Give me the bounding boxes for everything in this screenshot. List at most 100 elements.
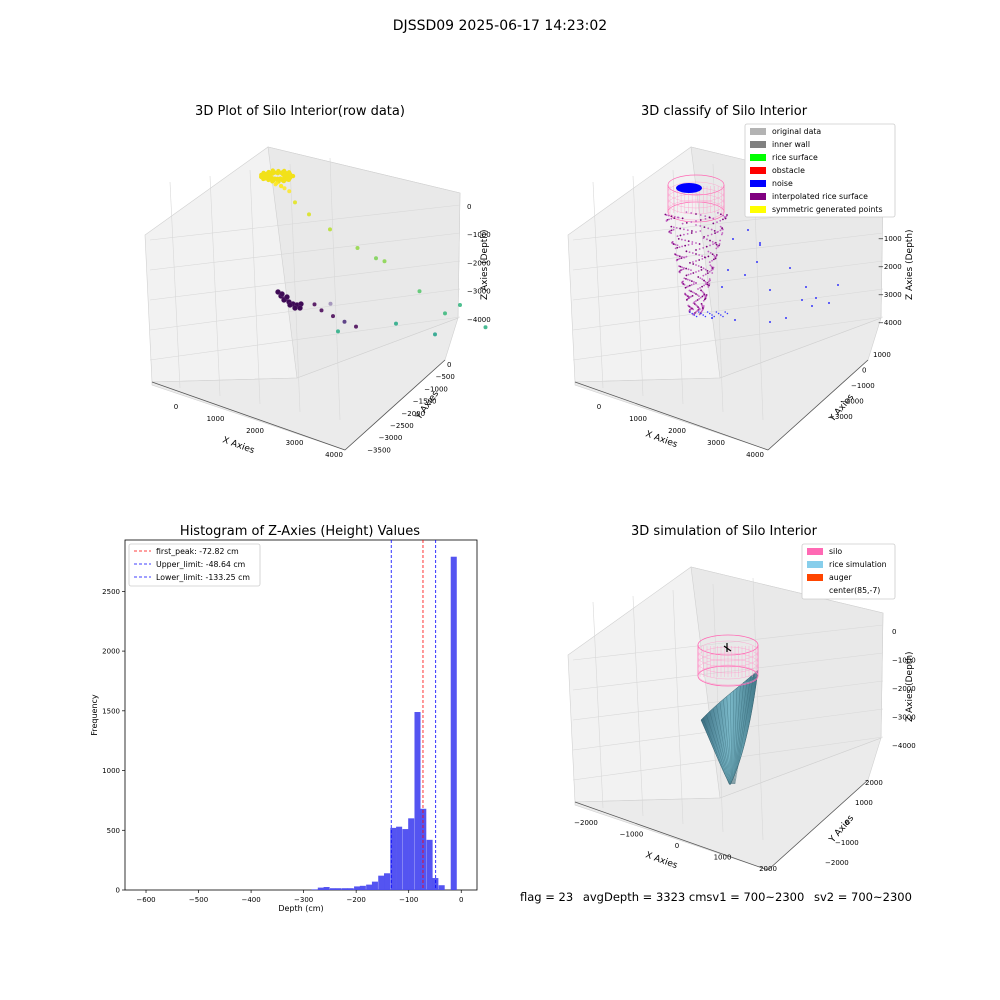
y-tick-label: 1000: [855, 799, 873, 807]
interp-point: [685, 255, 688, 258]
interp-point: [704, 280, 707, 283]
scatter-point: [275, 176, 280, 181]
interp-point: [704, 217, 707, 220]
scatter-point: [284, 177, 290, 182]
interp-point: [690, 290, 692, 293]
interp-point: [665, 214, 668, 216]
interp-point: [707, 255, 710, 258]
x-tick-label: −300: [294, 896, 313, 904]
legend-label: obstacle: [772, 166, 805, 175]
interp-point: [712, 217, 715, 220]
x-tick-label: 2000: [668, 427, 686, 435]
x-tick-label: −1000: [620, 831, 644, 839]
raw-3d-points: [259, 168, 488, 337]
x-tick-label: 0: [459, 896, 463, 904]
interp-point: [698, 259, 701, 261]
rice-mesh-line: [726, 696, 732, 785]
noise-point: [747, 229, 749, 231]
grid-line: [289, 163, 301, 413]
interp-point: [698, 308, 701, 311]
scatter-point: [287, 302, 293, 308]
x-tick-label: 1000: [714, 854, 732, 862]
noise-point: [695, 315, 698, 318]
avg-depth-text: avgDepth = 3323 cmsv1 = 700~2300: [582, 890, 805, 904]
interp-point: [679, 234, 682, 237]
interp-point: [700, 289, 702, 292]
interp-point: [687, 268, 690, 271]
grid-line: [149, 260, 461, 301]
interp-point: [699, 219, 702, 221]
interp-point: [702, 237, 705, 240]
interp-point: [670, 215, 673, 218]
interp-point: [687, 285, 690, 288]
interp-point: [709, 279, 711, 282]
grid-line: [752, 577, 764, 841]
interp-point: [713, 229, 716, 232]
y-tick-label: 1500: [102, 707, 120, 715]
interp-point: [688, 295, 691, 298]
noise-point: [715, 311, 718, 313]
grid-line: [329, 157, 341, 421]
scatter-point: [267, 177, 272, 182]
interp-point: [700, 268, 703, 271]
y-tick-label: 0: [116, 887, 120, 895]
legend-label: original data: [772, 127, 821, 136]
interp-point: [695, 231, 697, 233]
rice-mesh-line: [734, 672, 755, 785]
legend-swatch: [750, 128, 766, 135]
interp-point: [711, 268, 714, 271]
interp-point: [685, 250, 688, 253]
interp-point: [693, 292, 696, 294]
grid-line: [592, 181, 604, 389]
interp-point: [709, 244, 711, 247]
legend-swatch: [807, 561, 823, 568]
noise-point: [698, 311, 700, 313]
x-axis-line: [574, 381, 769, 451]
grid-line: [632, 595, 644, 817]
z-tick-label: −2000: [467, 259, 491, 267]
scatter-point: [259, 174, 264, 180]
interp-point: [719, 213, 722, 216]
interp-point: [695, 253, 697, 255]
interp-point: [681, 245, 684, 248]
histogram-bar: [438, 885, 445, 890]
rice-mesh-line: [719, 702, 732, 785]
interp-point: [700, 266, 703, 269]
histogram-bar: [323, 887, 330, 890]
noise-point: [805, 286, 807, 288]
interp-point: [726, 214, 728, 216]
interp-point: [670, 232, 673, 234]
silo-wireframe-top: [667, 174, 725, 223]
interpolated-rice-surface: [664, 211, 728, 316]
scatter-point: [282, 186, 287, 191]
interp-point: [676, 246, 679, 249]
interp-point: [696, 294, 699, 296]
interp-point: [702, 299, 705, 302]
histogram-x-ticks: −600 −500 −400 −300 −200 −100 0: [136, 890, 463, 904]
legend-swatch: [807, 587, 823, 594]
scatter-point: [458, 303, 462, 307]
legend-label: symmetric generated points: [772, 205, 883, 214]
noise-point: [702, 314, 704, 316]
histogram-bar: [311, 889, 318, 890]
scatter-point: [433, 332, 437, 337]
y-tick-label: −1000: [851, 382, 875, 390]
interp-point: [711, 272, 714, 274]
grid-line: [592, 601, 604, 809]
interp-point: [699, 214, 702, 216]
noise-point: [704, 315, 707, 318]
interp-point: [712, 222, 715, 225]
interp-point: [701, 290, 704, 293]
grid-line: [209, 175, 221, 397]
interp-point: [707, 286, 710, 288]
histogram-bar: [317, 887, 324, 890]
interp-point: [695, 264, 697, 266]
legend-label: interpolated rice surface: [772, 192, 868, 201]
y-tick-label: 500: [107, 827, 120, 835]
histogram-bar: [329, 888, 336, 890]
noise-point: [769, 321, 771, 323]
interp-point: [683, 283, 686, 286]
grid-line: [572, 624, 884, 661]
interp-point: [687, 243, 690, 246]
x-axis-line: [574, 801, 769, 871]
